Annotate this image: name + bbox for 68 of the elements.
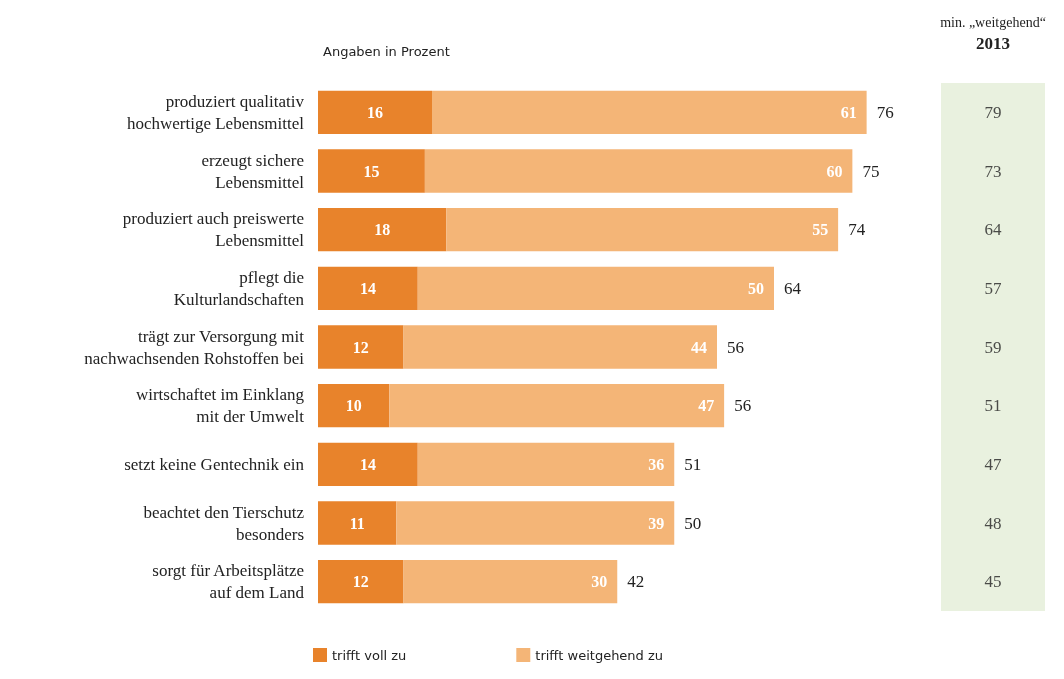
bar	[318, 325, 404, 369]
bar	[389, 383, 725, 428]
bar	[417, 266, 774, 311]
data-label: 55	[812, 221, 829, 239]
legend-label: trifft voll zu	[332, 647, 407, 663]
total-label: 64	[784, 278, 802, 298]
data-label: 61	[840, 103, 857, 121]
total-label: 56	[727, 337, 744, 357]
y-tick-label: beachtet den Tierschutz besonders	[143, 502, 305, 544]
data-label: 47	[984, 454, 1002, 474]
data-label: 50	[748, 279, 764, 297]
bar	[318, 442, 418, 487]
total-label: 42	[627, 572, 645, 592]
total-label: 51	[684, 454, 702, 474]
data-label: 47	[698, 397, 715, 415]
bar	[318, 207, 447, 252]
y-tick-label: pflegt die Kulturlandschaften	[173, 267, 305, 309]
bar	[424, 149, 853, 193]
total-label: 76	[876, 102, 894, 122]
bar	[318, 90, 432, 135]
data-label: 60	[826, 162, 843, 180]
data-label: 73	[984, 161, 1002, 181]
y-tick-label: produziert qualitativ hochwertige Lebensmittel	[126, 91, 305, 133]
data-label: 12	[352, 573, 369, 591]
total-label: 74	[848, 220, 866, 240]
data-label: 16	[367, 103, 383, 121]
bar	[446, 207, 839, 252]
text: 2013	[976, 34, 1010, 53]
bar	[403, 325, 717, 369]
data-label: 14	[359, 455, 376, 473]
total-label: 56	[734, 396, 752, 416]
bar	[403, 559, 618, 604]
bar	[318, 266, 418, 311]
data-label: 18	[374, 221, 391, 239]
data-label: 15	[363, 162, 380, 180]
bar	[318, 149, 425, 193]
bar	[318, 559, 404, 604]
data-label: 12	[352, 338, 369, 356]
bar	[432, 90, 867, 135]
y-tick-label: setzt keine Gentechnik ein	[124, 454, 305, 474]
total-label: 50	[684, 513, 702, 533]
data-label: 51	[984, 396, 1002, 416]
legend-label: trifft weitgehend zu	[535, 647, 664, 663]
data-label: 36	[648, 455, 665, 473]
data-label: 11	[349, 514, 365, 532]
data-label: 30	[591, 573, 608, 591]
y-tick-label: wirtschaftet im Einklang mit der Umwelt	[135, 385, 305, 427]
y-tick-label: sorgt für Arbeitsplätze auf dem Land	[152, 561, 305, 603]
bar	[417, 442, 675, 487]
bar	[318, 383, 390, 428]
data-label: 39	[648, 514, 665, 532]
data-label: 10	[345, 397, 362, 415]
data-label: 64	[984, 220, 1002, 240]
data-label: 48	[984, 513, 1002, 533]
data-label: 79	[984, 102, 1002, 122]
bar	[318, 501, 397, 545]
bar	[396, 501, 675, 545]
y-tick-label: trägt zur Versorgung mit nachwachsenden Rohstoffen bei	[84, 326, 305, 368]
data-label: 45	[984, 572, 1002, 592]
y-tick-label: produziert auch preiswerte Lebensmittel	[122, 209, 305, 251]
data-label: 44	[691, 338, 707, 356]
data-label: 57	[984, 278, 1002, 298]
data-label: 14	[359, 279, 376, 297]
data-label: 59	[984, 337, 1002, 357]
y-tick-label: erzeugt sichere Lebensmittel	[201, 150, 305, 192]
total-label: 75	[862, 161, 880, 181]
text: min. „weitgehend“	[940, 14, 1046, 30]
chart-subtitle: Angaben in Prozent	[323, 44, 450, 59]
